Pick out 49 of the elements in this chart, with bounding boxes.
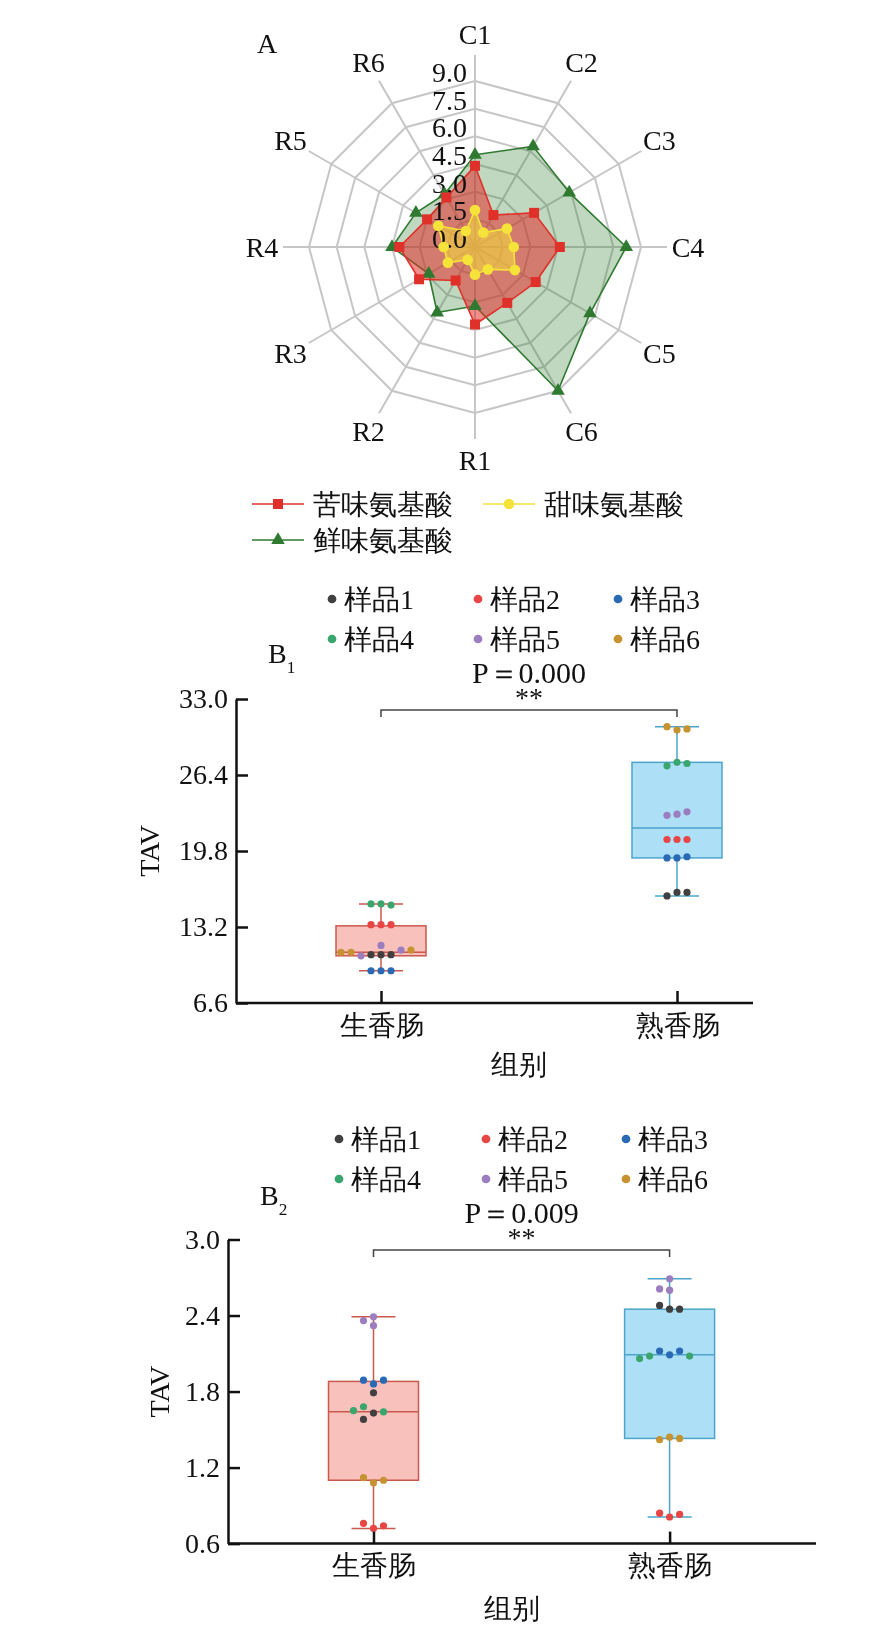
x-axis-title: 组别 (483, 1592, 540, 1624)
spoke-label: C1 (458, 18, 492, 50)
chart-title: B$_{1}$ (268, 638, 296, 677)
legend-label: 样品2 (490, 583, 560, 615)
legend-label: 样品3 (638, 1123, 708, 1155)
spoke-label: R6 (352, 47, 385, 79)
x-tick-label: 熟香肠 (635, 1009, 720, 1041)
legend-label: 样品1 (351, 1123, 421, 1155)
y-tick-label: 19.8 (179, 835, 228, 867)
x-axis-title: 组别 (491, 1048, 547, 1080)
spoke-label: R4 (245, 231, 279, 263)
spoke-label: R3 (274, 338, 307, 369)
spoke-label: C5 (643, 338, 676, 369)
y-tick-label: 1.2 (185, 1452, 220, 1484)
x-tick-label: 生香肠 (339, 1009, 424, 1041)
legend-label: 样品5 (490, 623, 560, 655)
spoke-label: C6 (565, 415, 598, 447)
spoke-label: R5 (274, 125, 307, 156)
legend-label: 苦味氨基酸 (313, 488, 453, 520)
y-tick-label: 33.0 (179, 683, 228, 715)
legend-label: 样品6 (638, 1163, 708, 1195)
chart-title: B$_{2}$ (260, 1180, 288, 1219)
legend-label: 样品4 (351, 1163, 421, 1195)
spoke-label: C2 (565, 47, 598, 79)
x-tick-label: 生香肠 (332, 1550, 416, 1582)
spoke-label: R2 (352, 415, 385, 447)
y-tick-label: 6.6 (193, 987, 228, 1019)
y-axis-title: TAV (133, 825, 165, 877)
legend-label: 样品1 (344, 583, 414, 615)
legend-label: 鲜味氨基酸 (313, 524, 453, 556)
y-tick-label: 13.2 (179, 911, 228, 943)
spoke-label: C3 (643, 125, 676, 156)
legend-label: 样品6 (630, 623, 700, 655)
y-tick-label: 2.4 (185, 1299, 220, 1331)
y-tick-label: 26.4 (179, 759, 228, 791)
y-tick-label: 1.8 (185, 1376, 220, 1408)
legend-label: 样品2 (498, 1123, 568, 1155)
y-tick-label: 0.6 (185, 1528, 220, 1560)
chart-title: A (256, 28, 278, 59)
y-tick-label: 3.0 (185, 1223, 220, 1255)
legend-label: 样品4 (344, 623, 414, 655)
x-tick-label: 熟香肠 (628, 1550, 713, 1582)
spoke-label: R1 (458, 444, 492, 476)
legend-label: 甜味氨基酸 (544, 488, 684, 520)
legend-label: 样品3 (630, 583, 700, 615)
y-tick-label: 1.5 (432, 195, 467, 227)
spoke-label: C4 (671, 231, 705, 263)
y-axis-title: TAV (143, 1365, 175, 1418)
legend-label: 样品5 (498, 1163, 568, 1195)
